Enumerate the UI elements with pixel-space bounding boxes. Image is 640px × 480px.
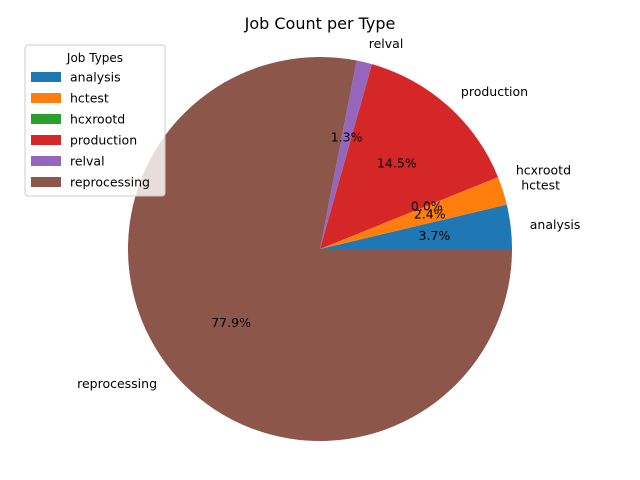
- slice-label-production: production: [461, 84, 528, 99]
- legend-label-relval: relval: [70, 154, 105, 169]
- slice-label-hcxrootd: hcxrootd: [516, 162, 571, 177]
- legend-swatch-relval: [31, 156, 61, 166]
- legend-swatch-production: [31, 135, 61, 145]
- legend-swatch-hctest: [31, 93, 61, 103]
- legend-label-hctest: hctest: [70, 91, 109, 106]
- slice-label-reprocessing: reprocessing: [77, 376, 157, 391]
- legend-label-reprocessing: reprocessing: [70, 175, 150, 190]
- legend-title: Job Types: [66, 51, 123, 65]
- percent-label-reprocessing: 77.9%: [211, 315, 251, 330]
- percent-labels: 3.7% 2.4%0.0% 14.5% 1.3% 77.9%: [211, 129, 450, 329]
- chart-title: Job Count per Type: [244, 14, 396, 33]
- legend-swatch-hcxrootd: [31, 114, 61, 124]
- legend: Job Types analysis hctest hcxrootd producti…: [24, 44, 166, 197]
- percent-label-analysis: 3.7%: [419, 228, 451, 243]
- pie-slice-production: [320, 64, 499, 250]
- legend-label-analysis: analysis: [70, 70, 121, 85]
- pie-slice-hctest: [320, 177, 507, 249]
- pie-slice-reprocessing: [128, 57, 513, 441]
- legend-label-hcxrootd: hcxrootd: [70, 112, 125, 127]
- legend-swatch-analysis: [31, 72, 61, 82]
- legend-label-production: production: [70, 133, 137, 148]
- legend-swatch-reprocessing: [31, 177, 61, 187]
- slice-label-analysis: analysis: [530, 217, 581, 232]
- legend-items: analysis hctest hcxrootd production relval re…: [31, 70, 150, 190]
- slice-label-hctest: hctest: [521, 177, 560, 192]
- percent-label-production: 14.5%: [377, 156, 417, 171]
- percent-label-hcxrootd: 0.0%: [411, 198, 443, 213]
- pie-slice-analysis: [320, 204, 512, 249]
- pie-slice-relval: [320, 60, 372, 249]
- pie-slices: [128, 57, 513, 441]
- percent-label-hctest: 2.4%: [414, 207, 446, 222]
- slice-label-relval: relval: [369, 36, 404, 51]
- percent-label-relval: 1.3%: [331, 129, 363, 144]
